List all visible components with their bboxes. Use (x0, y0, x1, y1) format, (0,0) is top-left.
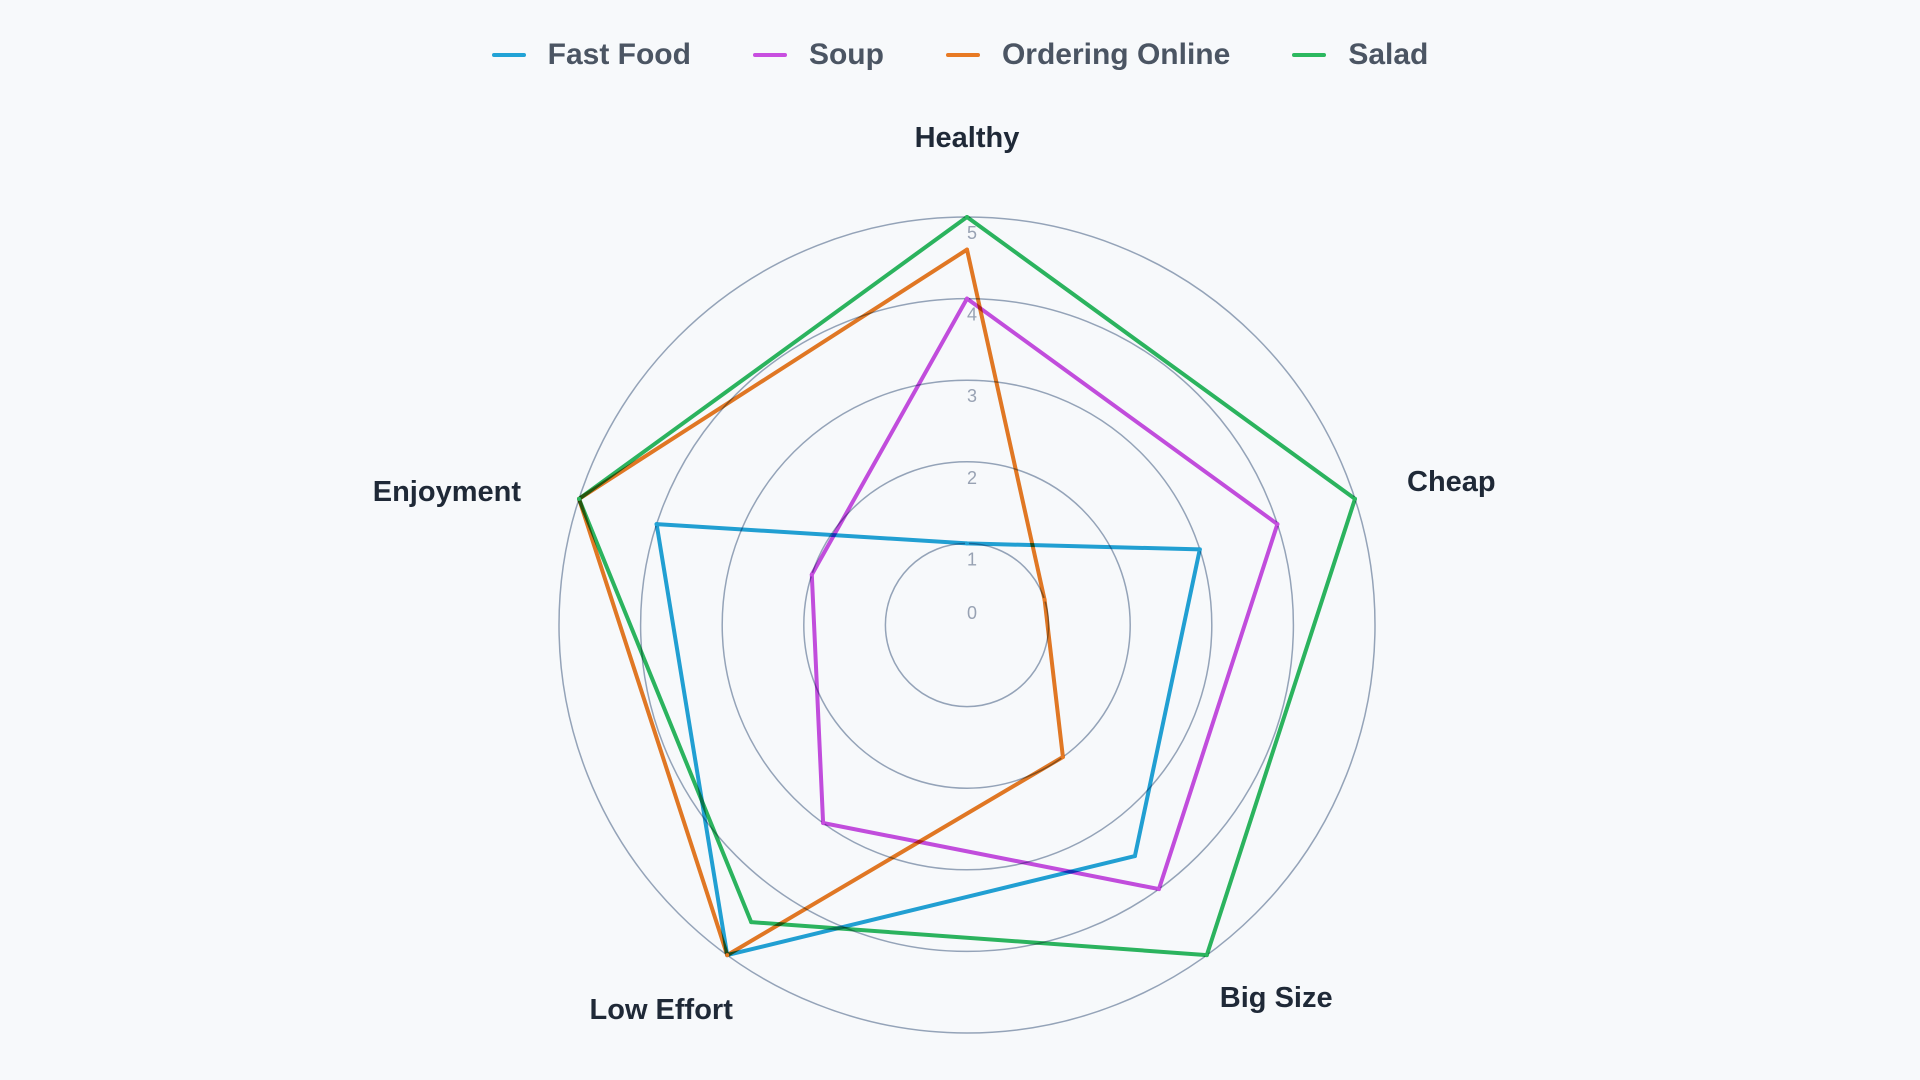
legend-item-soup[interactable]: Soup (752, 38, 884, 72)
series-line-fast-food[interactable] (654, 522, 1202, 958)
series-line-salad[interactable] (577, 215, 1357, 958)
grid-ring-3 (721, 379, 1213, 871)
axis-label-big-size: Big Size (1220, 982, 1333, 1014)
legend-swatch-soup (752, 53, 787, 57)
data-point-soup-enjoyment[interactable] (809, 572, 814, 577)
data-point-salad-enjoyment[interactable] (577, 496, 581, 501)
data-point-soup-big-size[interactable] (1156, 887, 1161, 892)
grid-ring-5 (558, 216, 1376, 1034)
data-point-soup-low-effort[interactable] (821, 821, 826, 825)
legend-item-fast-food[interactable]: Fast Food (491, 38, 691, 72)
data-point-ordering-online-big-size[interactable] (1060, 755, 1065, 759)
legend-item-ordering-online[interactable]: Ordering Online (945, 38, 1231, 72)
legend-label-salad: Salad (1348, 38, 1429, 71)
data-point-salad-healthy[interactable] (965, 215, 969, 219)
data-point-salad-big-size[interactable] (1204, 953, 1209, 958)
tick-label-4: 4 (967, 305, 977, 325)
legend-swatch-ordering-online (945, 53, 980, 57)
series-lines (577, 215, 1357, 958)
data-point-fast-food-healthy[interactable] (965, 541, 969, 546)
axis-label-low-effort: Low Effort (590, 994, 734, 1026)
data-point-fast-food-enjoyment[interactable] (654, 522, 659, 527)
series-line-soup[interactable] (809, 296, 1280, 892)
data-point-salad-cheap[interactable] (1353, 496, 1357, 501)
legend-swatch-fast-food (491, 53, 526, 57)
grid-ring-2 (803, 461, 1131, 789)
chart-legend: Fast Food Soup Ordering Online Salad (0, 38, 1920, 72)
series-line-ordering-online[interactable] (577, 247, 1065, 958)
tick-label-0: 0 (967, 603, 977, 623)
axis-label-healthy: Healthy (915, 122, 1020, 154)
data-point-ordering-online-low-effort[interactable] (725, 953, 730, 958)
axis-label-enjoyment: Enjoyment (373, 476, 522, 508)
data-point-fast-food-cheap[interactable] (1197, 547, 1202, 552)
legend-label-ordering-online: Ordering Online (1001, 38, 1231, 71)
tick-label-1: 1 (967, 549, 977, 569)
data-point-salad-low-effort[interactable] (749, 920, 754, 925)
legend-item-salad[interactable]: Salad (1292, 38, 1428, 72)
axis-label-cheap: Cheap (1407, 466, 1496, 498)
data-point-fast-food-big-size[interactable] (1132, 854, 1137, 859)
data-point-soup-healthy[interactable] (965, 296, 969, 301)
data-point-ordering-online-cheap[interactable] (1042, 597, 1047, 602)
tick-label-2: 2 (967, 468, 977, 488)
legend-label-soup: Soup (808, 38, 884, 71)
data-point-ordering-online-healthy[interactable] (965, 247, 969, 252)
radial-tick-labels: 0 1 2 3 4 5 (967, 223, 977, 623)
tick-label-3: 3 (967, 386, 977, 406)
legend-label-fast-food: Fast Food (547, 38, 691, 71)
radial-grid (558, 216, 1376, 1034)
axis-labels: Healthy Cheap Big Size Low Effort Enjoyment (373, 122, 1496, 1026)
legend-swatch-salad (1292, 53, 1327, 57)
tick-label-5: 5 (967, 223, 977, 243)
data-point-soup-cheap[interactable] (1275, 522, 1280, 527)
